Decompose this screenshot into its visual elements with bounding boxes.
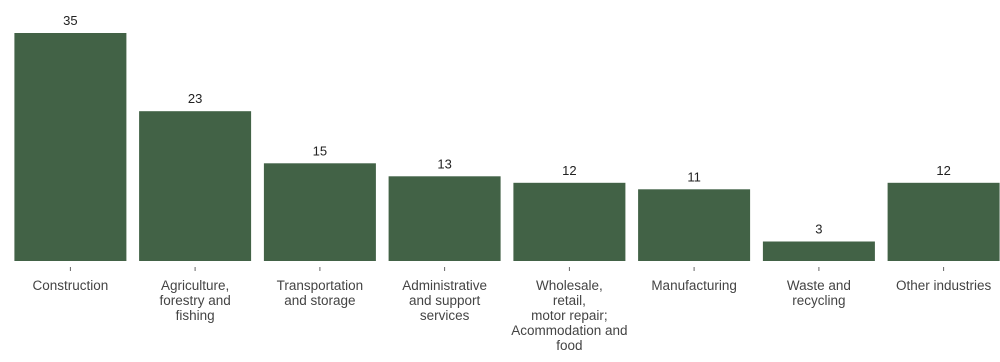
category-label-4-line-2: motor repair; bbox=[531, 308, 608, 323]
category-label-4-line-3: Acommodation and bbox=[511, 323, 627, 338]
bars-group bbox=[14, 33, 1000, 261]
bar-1 bbox=[139, 111, 252, 261]
category-label-4: Wholesale, retail, motor repair; Acommodati… bbox=[511, 278, 627, 353]
category-label-0-line-0: Construction bbox=[33, 278, 109, 293]
category-label-3: Administrative and support services bbox=[402, 278, 487, 323]
category-label-2-line-1: and storage bbox=[284, 293, 355, 308]
category-label-7-line-0: Other industries bbox=[896, 278, 992, 293]
category-label-1: Agriculture, forestry and fishing bbox=[159, 278, 230, 323]
value-labels-group: 35 23 15 13 12 11 3 12 bbox=[63, 13, 951, 237]
bar-6 bbox=[762, 241, 875, 261]
value-label-2: 15 bbox=[313, 143, 327, 158]
value-label-5: 11 bbox=[687, 169, 701, 184]
category-label-6-line-0: Waste and bbox=[787, 278, 851, 293]
category-label-5-line-0: Manufacturing bbox=[651, 278, 737, 293]
value-label-1: 23 bbox=[188, 91, 202, 106]
value-label-0: 35 bbox=[63, 13, 77, 28]
category-label-1-line-1: forestry and bbox=[159, 293, 230, 308]
category-label-4-line-1: retail, bbox=[553, 293, 586, 308]
category-label-0: Construction bbox=[33, 278, 109, 293]
bar-5 bbox=[638, 189, 751, 261]
x-axis: Construction Agriculture, forestry and fish… bbox=[33, 267, 992, 353]
category-label-6-line-1: recycling bbox=[792, 293, 845, 308]
bar-2 bbox=[263, 163, 376, 261]
bar-4 bbox=[513, 182, 626, 261]
value-label-3: 13 bbox=[437, 156, 451, 171]
category-label-3-line-2: services bbox=[420, 308, 470, 323]
category-label-3-line-1: and support bbox=[409, 293, 481, 308]
value-label-4: 12 bbox=[562, 163, 576, 178]
category-label-7: Other industries bbox=[896, 278, 992, 293]
bar-0 bbox=[14, 33, 127, 261]
value-label-6: 3 bbox=[815, 222, 822, 237]
category-label-6: Waste and recycling bbox=[787, 278, 851, 308]
category-label-2: Transportation and storage bbox=[277, 278, 364, 308]
bar-7 bbox=[887, 182, 1000, 261]
category-label-3-line-0: Administrative bbox=[402, 278, 487, 293]
bar-3 bbox=[388, 176, 501, 261]
category-label-5: Manufacturing bbox=[651, 278, 737, 293]
category-label-1-line-2: fishing bbox=[176, 308, 215, 323]
category-label-2-line-0: Transportation bbox=[277, 278, 364, 293]
category-label-4-line-4: food bbox=[556, 338, 582, 353]
value-label-7: 12 bbox=[936, 163, 950, 178]
category-label-4-line-0: Wholesale, bbox=[536, 278, 603, 293]
category-label-1-line-0: Agriculture, bbox=[161, 278, 229, 293]
